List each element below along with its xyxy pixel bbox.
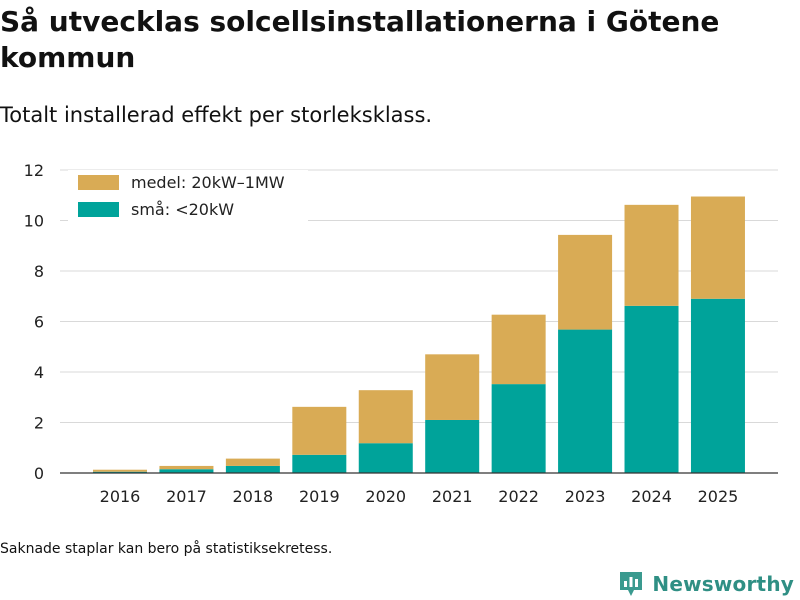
chart-subtitle: Totalt installerad effekt per storlekskl…: [0, 103, 433, 127]
chart-title: Så utvecklas solcellsinstallationerna i …: [0, 5, 720, 74]
x-tick-label: 2018: [233, 487, 274, 506]
newsworthy-logo-icon: [620, 572, 643, 596]
bar-segment: [93, 469, 147, 472]
x-tick-label: 2022: [498, 487, 539, 506]
y-tick-label: 10: [24, 212, 44, 231]
bar-segment: [624, 204, 679, 306]
bar-segment: [690, 298, 745, 473]
bars: [93, 196, 745, 473]
x-tick-label: 2016: [100, 487, 141, 506]
legend: medel: 20kW–1MW små: <20kW: [68, 170, 308, 222]
bar-segment: [358, 390, 413, 444]
x-tick-label: 2020: [365, 487, 406, 506]
y-tick-label: 0: [34, 464, 44, 483]
bar-segment: [558, 234, 613, 330]
bar-segment: [358, 443, 413, 473]
legend-swatch: [78, 175, 119, 190]
x-axis-ticks: 2016 2017 2018 2019 2020 2021 2022 2023 2024 2025: [100, 487, 739, 506]
y-axis-ticks: 0 2 4 6 8 10 12: [24, 161, 44, 483]
x-tick-label: 2023: [565, 487, 606, 506]
y-tick-label: 12: [24, 161, 44, 180]
bar-segment: [225, 458, 280, 466]
bar-segment: [292, 406, 347, 455]
bar-segment: [558, 329, 613, 473]
bar-segment: [159, 469, 214, 473]
bar-segment: [624, 305, 679, 473]
legend-swatch: [78, 202, 119, 217]
x-tick-label: 2017: [166, 487, 207, 506]
bar-segment: [491, 384, 546, 473]
x-tick-label: 2024: [631, 487, 672, 506]
brand: Newsworthy: [618, 568, 794, 600]
x-tick-label: 2025: [698, 487, 739, 506]
bar-segment: [491, 314, 546, 385]
x-tick-label: 2021: [432, 487, 473, 506]
bar-segment: [225, 465, 280, 473]
legend-label: små: <20kW: [131, 200, 234, 219]
y-tick-label: 6: [34, 313, 44, 332]
bar-segment: [425, 354, 480, 420]
bar-segment: [93, 471, 147, 473]
legend-label: medel: 20kW–1MW: [131, 173, 285, 192]
y-tick-label: 8: [34, 262, 44, 281]
footnote: Saknade staplar kan bero på statistiksek…: [0, 541, 333, 557]
y-tick-label: 4: [34, 363, 44, 382]
bar-segment: [159, 465, 214, 470]
bar-segment: [425, 419, 480, 473]
bar-segment: [292, 454, 347, 473]
brand-name: Newsworthy: [652, 572, 794, 596]
y-tick-label: 2: [34, 414, 44, 433]
x-tick-label: 2019: [299, 487, 340, 506]
bar-segment: [690, 196, 745, 299]
